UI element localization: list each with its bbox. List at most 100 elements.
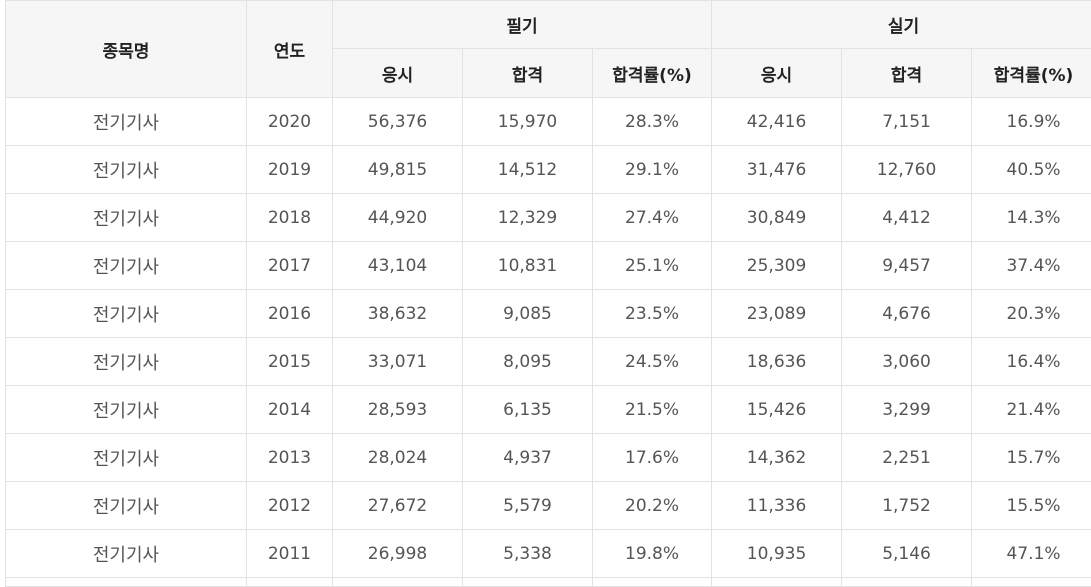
cell-practical-pass: 12,760 <box>842 146 972 194</box>
cell-practical-apply: 14,362 <box>712 434 842 482</box>
cell-item-name: 전기기사 <box>6 98 247 146</box>
cell-written-rate: 28.3% <box>593 98 712 146</box>
cell-item-name: 전기기사 <box>6 338 247 386</box>
cell-written-apply: 33,071 <box>333 338 463 386</box>
cell-written-apply: 28,024 <box>333 434 463 482</box>
cell-year: 2019 <box>247 146 333 194</box>
cell-written-apply: 27,672 <box>333 482 463 530</box>
cell-practical-rate: 16.4% <box>972 338 1091 386</box>
cell-empty <box>247 578 333 587</box>
cell-written-rate: 19.8% <box>593 530 712 578</box>
cell-practical-pass: 4,412 <box>842 194 972 242</box>
cell-written-rate: 24.5% <box>593 338 712 386</box>
cell-empty <box>842 578 972 587</box>
cell-practical-apply: 23,089 <box>712 290 842 338</box>
cell-written-pass: 14,512 <box>463 146 593 194</box>
cell-practical-apply: 25,309 <box>712 242 842 290</box>
cell-item-name: 전기기사 <box>6 386 247 434</box>
cell-practical-apply: 15,426 <box>712 386 842 434</box>
exam-stats-table: 종목명 연도 필기 실기 응시 합격 합격률(%) 응시 합격 합격률(%) 전… <box>5 0 1091 587</box>
cell-practical-rate: 37.4% <box>972 242 1091 290</box>
cell-item-name: 전기기사 <box>6 434 247 482</box>
cell-practical-rate: 15.5% <box>972 482 1091 530</box>
cell-practical-pass: 3,299 <box>842 386 972 434</box>
table-row-partial <box>6 578 1091 587</box>
cell-written-pass: 15,970 <box>463 98 593 146</box>
cell-item-name: 전기기사 <box>6 194 247 242</box>
cell-written-rate: 27.4% <box>593 194 712 242</box>
cell-written-apply: 43,104 <box>333 242 463 290</box>
cell-practical-rate: 47.1% <box>972 530 1091 578</box>
cell-item-name: 전기기사 <box>6 482 247 530</box>
cell-written-apply: 38,632 <box>333 290 463 338</box>
cell-written-pass: 4,937 <box>463 434 593 482</box>
cell-practical-pass: 5,146 <box>842 530 972 578</box>
header-practical-group: 실기 <box>712 1 1091 49</box>
cell-written-pass: 6,135 <box>463 386 593 434</box>
cell-written-pass: 5,579 <box>463 482 593 530</box>
header-row-top: 종목명 연도 필기 실기 <box>6 1 1091 49</box>
cell-written-pass: 12,329 <box>463 194 593 242</box>
cell-written-apply: 28,593 <box>333 386 463 434</box>
cell-written-rate: 17.6% <box>593 434 712 482</box>
cell-item-name: 전기기사 <box>6 530 247 578</box>
cell-year: 2017 <box>247 242 333 290</box>
cell-year: 2014 <box>247 386 333 434</box>
cell-empty <box>593 578 712 587</box>
header-practical-apply: 응시 <box>712 49 842 98</box>
cell-practical-apply: 31,476 <box>712 146 842 194</box>
cell-year: 2015 <box>247 338 333 386</box>
cell-year: 2020 <box>247 98 333 146</box>
header-practical-rate: 합격률(%) <box>972 49 1091 98</box>
cell-practical-pass: 1,752 <box>842 482 972 530</box>
cell-written-apply: 49,815 <box>333 146 463 194</box>
cell-written-rate: 20.2% <box>593 482 712 530</box>
cell-year: 2016 <box>247 290 333 338</box>
cell-practical-rate: 16.9% <box>972 98 1091 146</box>
header-written-pass: 합격 <box>463 49 593 98</box>
cell-practical-apply: 42,416 <box>712 98 842 146</box>
cell-practical-apply: 10,935 <box>712 530 842 578</box>
header-item-name: 종목명 <box>6 1 247 98</box>
cell-year: 2018 <box>247 194 333 242</box>
header-year: 연도 <box>247 1 333 98</box>
cell-practical-pass: 7,151 <box>842 98 972 146</box>
cell-practical-rate: 21.4% <box>972 386 1091 434</box>
cell-empty <box>712 578 842 587</box>
cell-year: 2013 <box>247 434 333 482</box>
cell-practical-pass: 3,060 <box>842 338 972 386</box>
cell-written-apply: 44,920 <box>333 194 463 242</box>
cell-practical-rate: 40.5% <box>972 146 1091 194</box>
cell-written-pass: 5,338 <box>463 530 593 578</box>
cell-practical-rate: 15.7% <box>972 434 1091 482</box>
cell-empty <box>6 578 247 587</box>
cell-written-rate: 29.1% <box>593 146 712 194</box>
cell-year: 2011 <box>247 530 333 578</box>
cell-year: 2012 <box>247 482 333 530</box>
cell-practical-pass: 4,676 <box>842 290 972 338</box>
cell-practical-apply: 18,636 <box>712 338 842 386</box>
cell-empty <box>972 578 1091 587</box>
cell-item-name: 전기기사 <box>6 242 247 290</box>
cell-written-rate: 25.1% <box>593 242 712 290</box>
cell-written-rate: 21.5% <box>593 386 712 434</box>
cell-written-pass: 9,085 <box>463 290 593 338</box>
cell-written-pass: 8,095 <box>463 338 593 386</box>
header-written-rate: 합격률(%) <box>593 49 712 98</box>
cell-written-pass: 10,831 <box>463 242 593 290</box>
cell-empty <box>333 578 463 587</box>
cell-item-name: 전기기사 <box>6 290 247 338</box>
cell-written-apply: 56,376 <box>333 98 463 146</box>
cell-written-rate: 23.5% <box>593 290 712 338</box>
